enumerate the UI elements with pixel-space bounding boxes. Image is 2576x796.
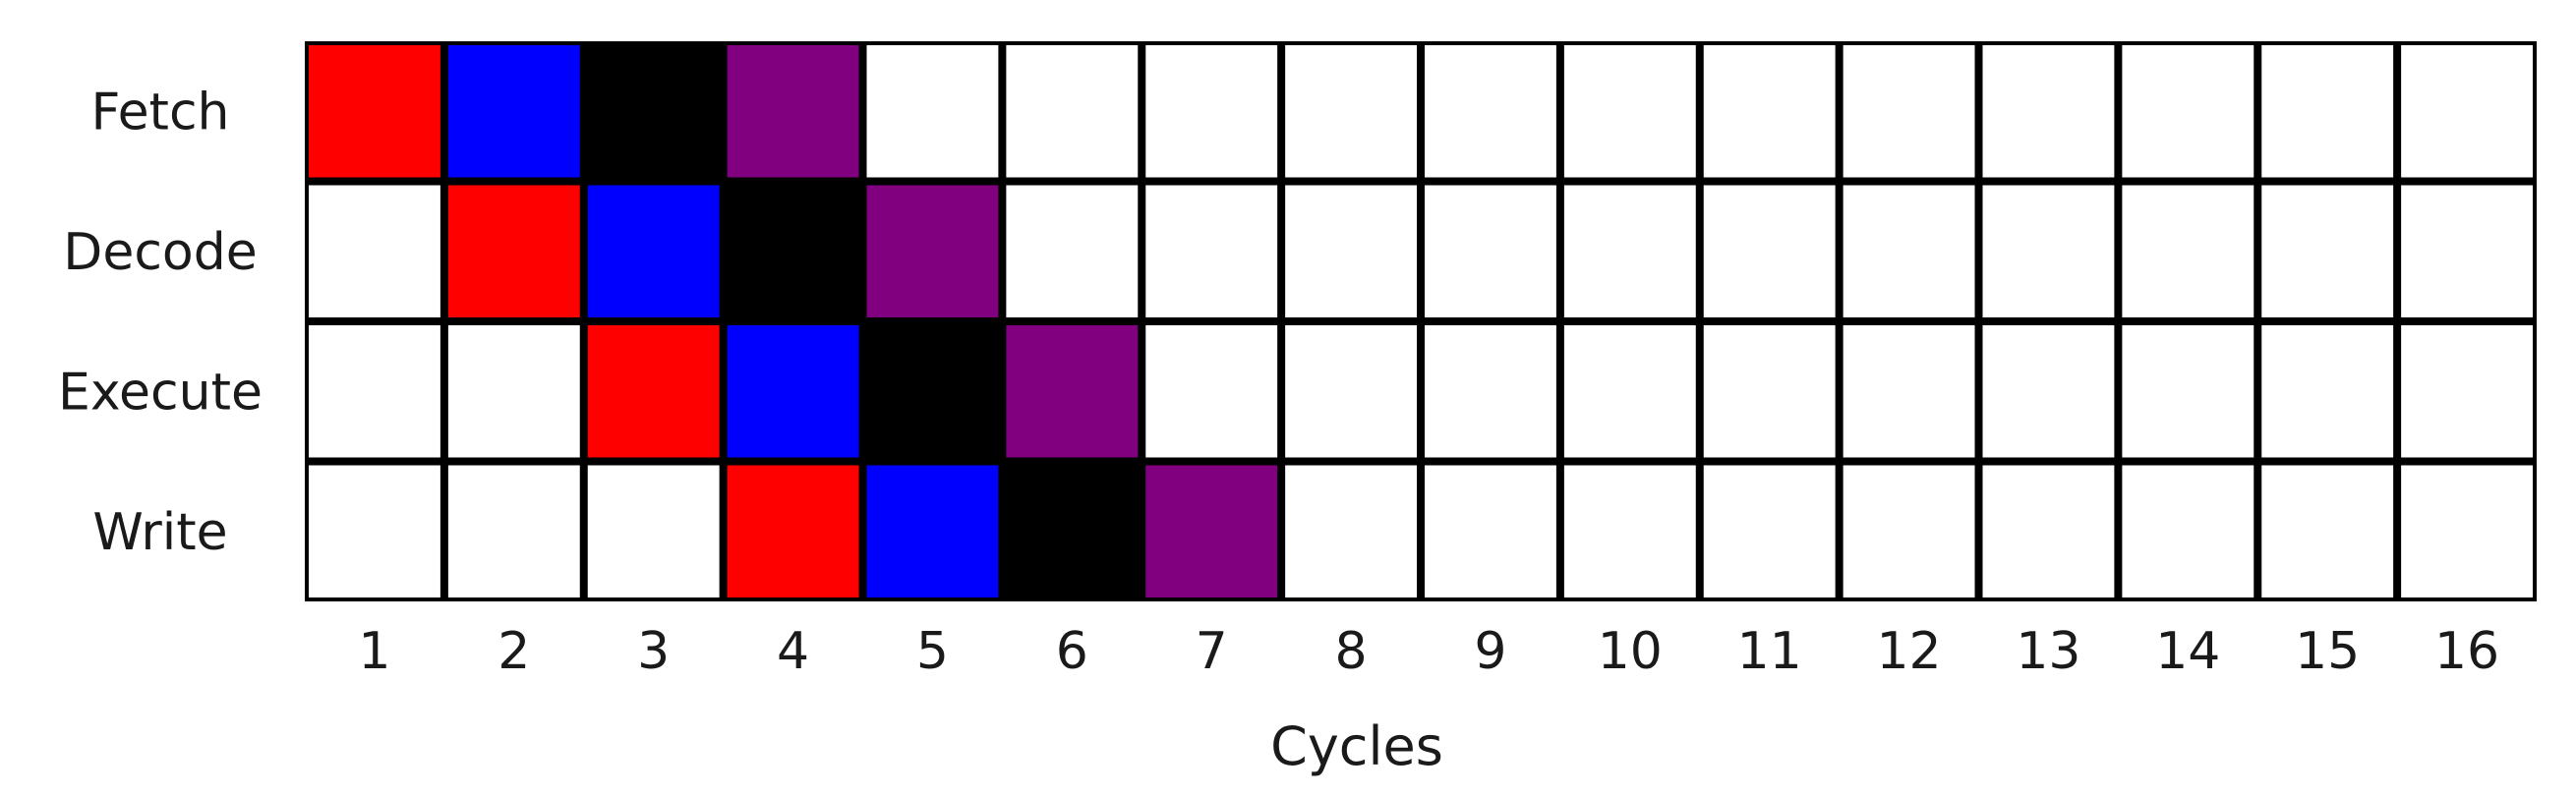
cell-execute-cycle-16 bbox=[2401, 325, 2534, 458]
stage-labels: Fetch Decode Execute Write bbox=[58, 83, 263, 562]
cell-fetch-cycle-15 bbox=[2261, 45, 2394, 178]
cell-fetch-cycle-10 bbox=[1563, 45, 1696, 178]
stage-label-decode: Decode bbox=[63, 223, 257, 282]
cell-fetch-cycle-13 bbox=[1982, 45, 2115, 178]
cell-execute-cycle-2 bbox=[447, 325, 580, 458]
cell-fetch-cycle-3 bbox=[587, 45, 720, 178]
stage-label-write: Write bbox=[92, 503, 227, 562]
cell-decode-cycle-1 bbox=[309, 185, 440, 317]
cell-execute-cycle-11 bbox=[1703, 325, 1836, 458]
cell-decode-cycle-14 bbox=[2122, 185, 2254, 317]
cell-decode-cycle-7 bbox=[1145, 185, 1278, 317]
cell-decode-cycle-13 bbox=[1982, 185, 2115, 317]
cell-fetch-cycle-4 bbox=[727, 45, 859, 178]
cycle-label-6: 6 bbox=[1056, 622, 1088, 681]
cell-write-cycle-2 bbox=[447, 465, 580, 597]
cell-fetch-cycle-16 bbox=[2401, 45, 2534, 178]
cell-fetch-cycle-11 bbox=[1703, 45, 1836, 178]
cell-execute-cycle-1 bbox=[309, 325, 440, 458]
cycle-label-5: 5 bbox=[916, 622, 949, 681]
cell-execute-cycle-7 bbox=[1145, 325, 1278, 458]
cell-decode-cycle-15 bbox=[2261, 185, 2394, 317]
cell-execute-cycle-4 bbox=[727, 325, 859, 458]
x-axis-title: Cycles bbox=[1270, 715, 1443, 777]
cell-write-cycle-3 bbox=[587, 465, 720, 597]
cell-write-cycle-15 bbox=[2261, 465, 2394, 597]
cell-decode-cycle-8 bbox=[1285, 185, 1418, 317]
cell-fetch-cycle-9 bbox=[1425, 45, 1556, 178]
cell-execute-cycle-14 bbox=[2122, 325, 2254, 458]
cell-fetch-cycle-7 bbox=[1145, 45, 1278, 178]
cell-write-cycle-6 bbox=[1006, 465, 1139, 597]
cell-execute-cycle-13 bbox=[1982, 325, 2115, 458]
cell-decode-cycle-11 bbox=[1703, 185, 1836, 317]
cell-execute-cycle-12 bbox=[1843, 325, 1975, 458]
cell-write-cycle-11 bbox=[1703, 465, 1836, 597]
cell-fetch-cycle-8 bbox=[1285, 45, 1418, 178]
cycle-label-8: 8 bbox=[1335, 622, 1368, 681]
cycle-label-14: 14 bbox=[2155, 622, 2220, 681]
cell-write-cycle-7 bbox=[1145, 465, 1278, 597]
cell-fetch-cycle-1 bbox=[309, 45, 440, 178]
cell-decode-cycle-2 bbox=[447, 185, 580, 317]
cell-decode-cycle-3 bbox=[587, 185, 720, 317]
cell-write-cycle-16 bbox=[2401, 465, 2534, 597]
cell-execute-cycle-5 bbox=[866, 325, 999, 458]
pipeline-cells bbox=[309, 45, 2534, 597]
cell-fetch-cycle-5 bbox=[866, 45, 999, 178]
cell-fetch-cycle-2 bbox=[447, 45, 580, 178]
cell-write-cycle-4 bbox=[727, 465, 859, 597]
cycle-label-15: 15 bbox=[2295, 622, 2360, 681]
cell-execute-cycle-3 bbox=[587, 325, 720, 458]
cell-write-cycle-13 bbox=[1982, 465, 2115, 597]
cycle-label-10: 10 bbox=[1598, 622, 1663, 681]
cell-decode-cycle-4 bbox=[727, 185, 859, 317]
cycle-label-4: 4 bbox=[777, 622, 809, 681]
cell-write-cycle-5 bbox=[866, 465, 999, 597]
stage-label-fetch: Fetch bbox=[91, 83, 230, 142]
cell-fetch-cycle-12 bbox=[1843, 45, 1975, 178]
cell-write-cycle-9 bbox=[1425, 465, 1556, 597]
cell-write-cycle-14 bbox=[2122, 465, 2254, 597]
cycle-label-9: 9 bbox=[1474, 622, 1506, 681]
cycle-label-2: 2 bbox=[498, 622, 530, 681]
cycle-labels: 1 2 3 4 5 6 7 8 9 10 11 12 13 14 15 16 bbox=[358, 622, 2499, 681]
cell-execute-cycle-6 bbox=[1006, 325, 1139, 458]
cycle-label-16: 16 bbox=[2434, 622, 2499, 681]
cycle-label-1: 1 bbox=[358, 622, 390, 681]
cycle-label-7: 7 bbox=[1196, 622, 1228, 681]
cell-fetch-cycle-14 bbox=[2122, 45, 2254, 178]
cycle-label-12: 12 bbox=[1876, 622, 1941, 681]
cell-decode-cycle-6 bbox=[1006, 185, 1139, 317]
cycle-label-11: 11 bbox=[1737, 622, 1802, 681]
cell-write-cycle-12 bbox=[1843, 465, 1975, 597]
cell-write-cycle-1 bbox=[309, 465, 440, 597]
cell-decode-cycle-9 bbox=[1425, 185, 1556, 317]
cell-fetch-cycle-6 bbox=[1006, 45, 1139, 178]
cell-execute-cycle-9 bbox=[1425, 325, 1556, 458]
cell-decode-cycle-5 bbox=[866, 185, 999, 317]
cycle-label-13: 13 bbox=[2016, 622, 2080, 681]
stage-label-execute: Execute bbox=[58, 363, 263, 422]
cell-write-cycle-10 bbox=[1563, 465, 1696, 597]
cell-decode-cycle-12 bbox=[1843, 185, 1975, 317]
cell-decode-cycle-16 bbox=[2401, 185, 2534, 317]
cell-execute-cycle-8 bbox=[1285, 325, 1418, 458]
cell-execute-cycle-10 bbox=[1563, 325, 1696, 458]
cell-write-cycle-8 bbox=[1285, 465, 1418, 597]
cell-decode-cycle-10 bbox=[1563, 185, 1696, 317]
cycle-label-3: 3 bbox=[637, 622, 670, 681]
cell-execute-cycle-15 bbox=[2261, 325, 2394, 458]
